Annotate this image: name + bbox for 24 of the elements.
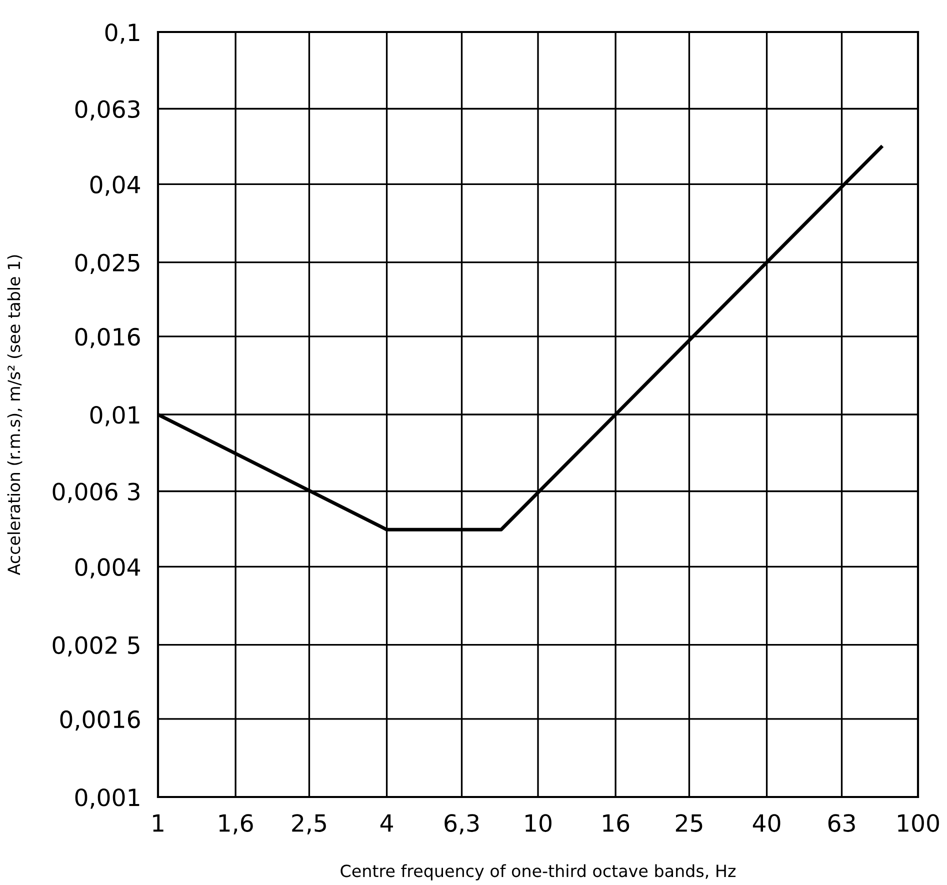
x-tick-label: 40 xyxy=(752,814,780,832)
y-tick-label: 0,01 xyxy=(90,406,140,426)
y-tick-label: 0,004 xyxy=(75,558,140,578)
x-tick-label: 16 xyxy=(603,814,630,832)
x-tick-label: 6,3 xyxy=(444,814,479,834)
y-tick-label: 0,0016 xyxy=(60,710,140,731)
x-tick-label: 25 xyxy=(676,814,702,832)
y-tick-label: 0,025 xyxy=(75,254,140,274)
x-tick-label: 2,5 xyxy=(292,814,326,834)
y-tick-label: 0,001 xyxy=(75,788,140,809)
x-tick-label: 1 xyxy=(153,814,164,832)
y-tick-label: 0,063 xyxy=(75,100,140,120)
x-tick-label: 100 xyxy=(898,814,939,832)
x-axis-title: Centre frequency of one-third octave bands, Hz xyxy=(340,864,736,880)
x-tick-label: 4 xyxy=(380,814,393,832)
x-tick-label: 63 xyxy=(828,814,855,832)
y-tick-label: 0,002 5 xyxy=(52,636,140,657)
y-tick-label: 0,016 xyxy=(75,328,140,348)
x-tick-label: 10 xyxy=(526,814,552,832)
y-tick-label: 0,1 xyxy=(105,23,140,44)
y-axis-title: Acceleration (r.m.s), m/s² (see table 1) xyxy=(7,255,22,576)
y-tick-label: 0,006 3 xyxy=(52,482,140,503)
y-tick-label: 0,04 xyxy=(90,176,140,196)
x-tick-label: 1,6 xyxy=(219,814,253,834)
